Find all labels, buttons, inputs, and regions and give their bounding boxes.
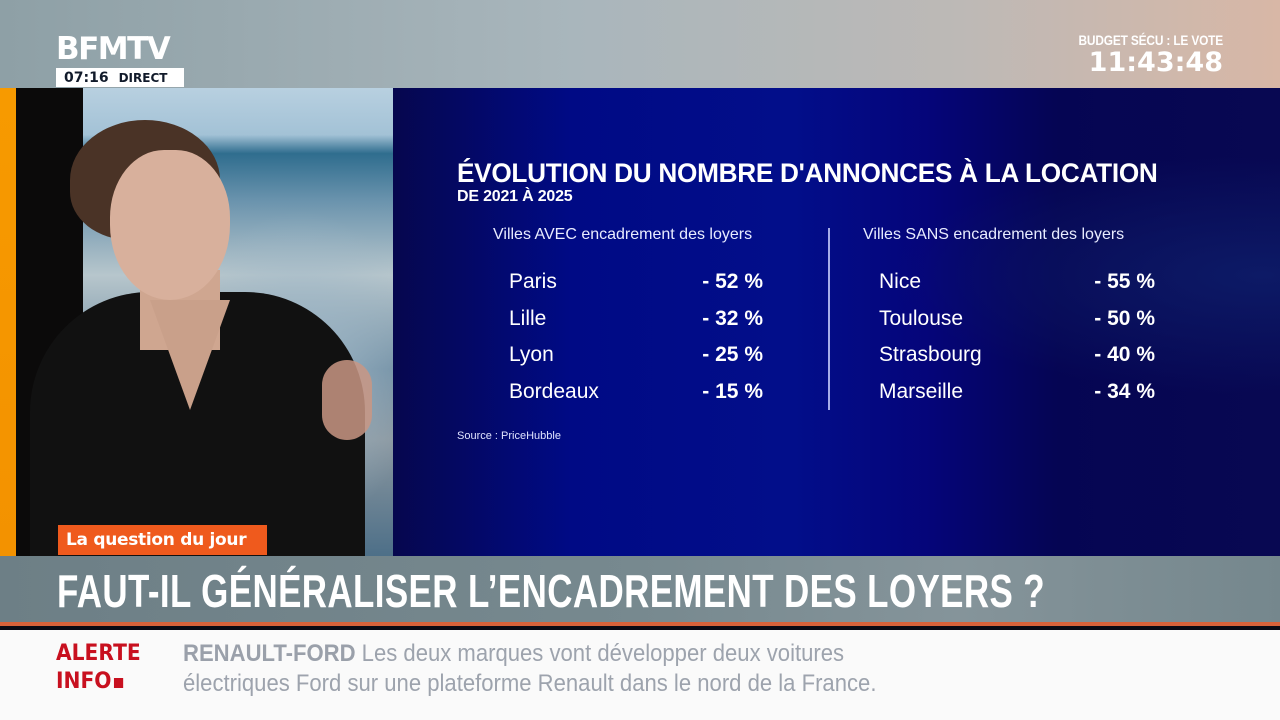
alert-line-2-wrap: INFO	[56, 668, 141, 696]
top-band	[0, 0, 1280, 88]
table-row: Paris - 52 %	[493, 270, 793, 307]
table-row: Nice - 55 %	[863, 270, 1183, 307]
ticker-topic: RENAULT-FORD	[183, 640, 356, 667]
channel-logo: BFMTV 07:16 DIRECT	[56, 32, 184, 88]
table-row: Toulouse - 50 %	[863, 307, 1183, 344]
countdown-clock: 11:43:48	[1088, 47, 1223, 78]
city-name: Bordeaux	[509, 379, 599, 403]
guest-neckline	[150, 300, 230, 410]
countdown-widget: BUDGET SÉCU : LE VOTE 11:43:48	[1053, 32, 1223, 78]
table-row: Marseille - 34 %	[863, 380, 1183, 417]
guest-face	[110, 150, 230, 300]
column-without-rent-control: Villes SANS encadrement des loyers Nice …	[863, 226, 1183, 416]
city-name: Strasbourg	[879, 343, 982, 366]
source-note: Source : PriceHubble	[457, 430, 561, 442]
countdown-label: BUDGET SÉCU : LE VOTE	[1078, 32, 1223, 48]
ticker-text-1: Les deux marques vont développer deux vo…	[361, 640, 845, 667]
segment-tag: La question du jour	[58, 525, 267, 555]
headline: FAUT-IL GÉNÉRALISER L’ENCADREMENT DES LO…	[57, 565, 1046, 617]
table-row: Strasbourg - 40 %	[863, 343, 1183, 380]
change-value: - 34 %	[1094, 379, 1155, 403]
column-with-rent-control: Villes AVEC encadrement des loyers Paris…	[493, 226, 793, 416]
city-name: Lille	[509, 306, 547, 330]
live-badge: 07:16 DIRECT	[56, 68, 184, 87]
headline-bar: FAUT-IL GÉNÉRALISER L’ENCADREMENT DES LO…	[0, 556, 1280, 626]
city-name: Marseille	[879, 379, 964, 403]
alert-line-2: INFO	[56, 669, 112, 694]
data-graphic-panel: ÉVOLUTION DU NOMBRE D'ANNONCES À LA LOCA…	[393, 88, 1280, 556]
city-name: Toulouse	[879, 306, 964, 330]
change-value: - 32 %	[702, 306, 763, 330]
table-row: Lyon - 25 %	[493, 343, 793, 380]
column-header: Villes SANS encadrement des loyers	[863, 226, 1125, 243]
change-value: - 52 %	[702, 270, 763, 293]
graphic-subtitle: DE 2021 À 2025	[457, 188, 573, 205]
square-icon	[114, 678, 124, 688]
change-value: - 15 %	[702, 379, 763, 403]
ticker-text-2: électriques Ford sur une plateforme Rena…	[183, 670, 877, 697]
city-name: Lyon	[509, 343, 554, 366]
change-value: - 55 %	[1094, 270, 1155, 293]
breaking-news-label: ALERTE INFO	[56, 640, 141, 696]
guest-hand	[322, 360, 372, 440]
city-name: Paris	[509, 270, 557, 293]
graphic-title: ÉVOLUTION DU NOMBRE D'ANNONCES À LA LOCA…	[457, 158, 1158, 188]
column-divider	[828, 228, 830, 410]
alert-line-1: ALERTE	[56, 641, 141, 666]
table-row: Bordeaux - 15 %	[493, 380, 793, 417]
column-header: Villes AVEC encadrement des loyers	[493, 226, 753, 243]
orange-strip	[0, 88, 16, 556]
change-value: - 50 %	[1094, 306, 1155, 330]
change-value: - 25 %	[702, 343, 763, 366]
news-ticker: ALERTE INFO RENAULT-FORD Les deux marque…	[0, 630, 1280, 720]
ticker-text: RENAULT-FORD Les deux marques vont dével…	[183, 639, 1103, 699]
broadcast-time: 07:16	[64, 69, 109, 86]
change-value: - 40 %	[1094, 343, 1155, 366]
city-name: Nice	[879, 270, 922, 293]
ticker-line-1: RENAULT-FORD Les deux marques vont dével…	[183, 639, 1103, 669]
table-row: Lille - 32 %	[493, 307, 793, 344]
live-label: DIRECT	[118, 70, 168, 85]
logo-text: BFMTV	[56, 31, 171, 67]
